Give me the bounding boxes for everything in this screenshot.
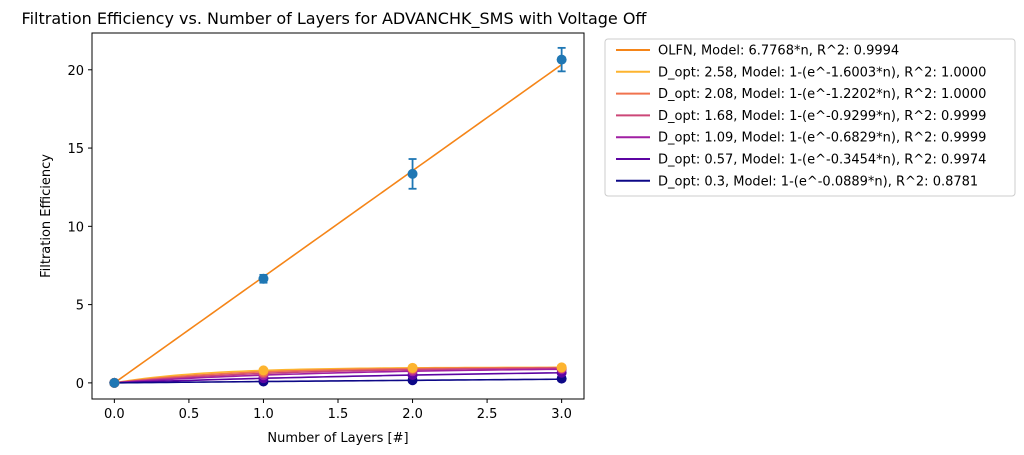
chart-title: Filtration Efficiency vs. Number of Laye… (22, 9, 648, 29)
y-axis-label: Filtration Efficiency (39, 154, 54, 278)
series-line-4 (114, 368, 562, 384)
series-line-6 (114, 378, 562, 384)
legend: OLFN, Model: 6.7768*n, R^2: 0.9994 D_opt:… (604, 38, 1016, 197)
x-tick-label: 0.5 (179, 407, 200, 422)
series-point-1 (556, 362, 567, 373)
legend-label-3: D_opt: 1.68, Model: 1-(e^-0.9299*n), R^2… (658, 109, 986, 124)
legend-label-0: OLFN, Model: 6.7768*n, R^2: 0.9994 (658, 44, 899, 59)
y-tick-label: 5 (76, 299, 84, 314)
y-tick-label: 20 (67, 64, 84, 79)
legend-label-5: D_opt: 0.57, Model: 1-(e^-0.3454*n), R^2… (658, 153, 986, 168)
series-line-0 (113, 63, 563, 384)
y-tick-label: 10 (67, 220, 84, 235)
legend-label-1: D_opt: 2.58, Model: 1-(e^-1.6003*n), R^2… (658, 65, 986, 80)
x-tick-label: 1.5 (328, 407, 349, 422)
x-tick-label: 0.0 (104, 407, 125, 422)
legend-label-4: D_opt: 1.09, Model: 1-(e^-0.6829*n), R^2… (658, 131, 986, 146)
series-point-1 (407, 362, 418, 373)
x-tick-label: 3.0 (551, 407, 572, 422)
legend-label-2: D_opt: 2.08, Model: 1-(e^-1.2202*n), R^2… (658, 87, 986, 102)
y-axis: 0 5 10 15 20 (67, 64, 92, 392)
plot-frame (91, 32, 585, 400)
series-point-1 (258, 365, 269, 376)
x-tick-label: 2.5 (477, 407, 498, 422)
x-tick-label: 2.0 (402, 407, 423, 422)
measured-point (556, 54, 567, 65)
series-line-3 (114, 367, 562, 384)
x-axis: 0.0 0.5 1.0 1.5 2.0 2.5 3.0 (104, 399, 572, 422)
plot-area (109, 46, 567, 388)
y-tick-label: 15 (67, 142, 84, 157)
legend-label-6: D_opt: 0.3, Model: 1-(e^-0.0889*n), R^2:… (658, 174, 978, 189)
measured-point (109, 377, 120, 388)
measured-point (407, 168, 418, 179)
x-tick-label: 1.0 (253, 407, 274, 422)
y-tick-label: 0 (76, 377, 84, 392)
x-axis-label: Number of Layers [#] (267, 431, 408, 446)
series-line-5 (114, 371, 562, 384)
legend-frame (604, 38, 1016, 197)
measured-point (258, 273, 269, 284)
